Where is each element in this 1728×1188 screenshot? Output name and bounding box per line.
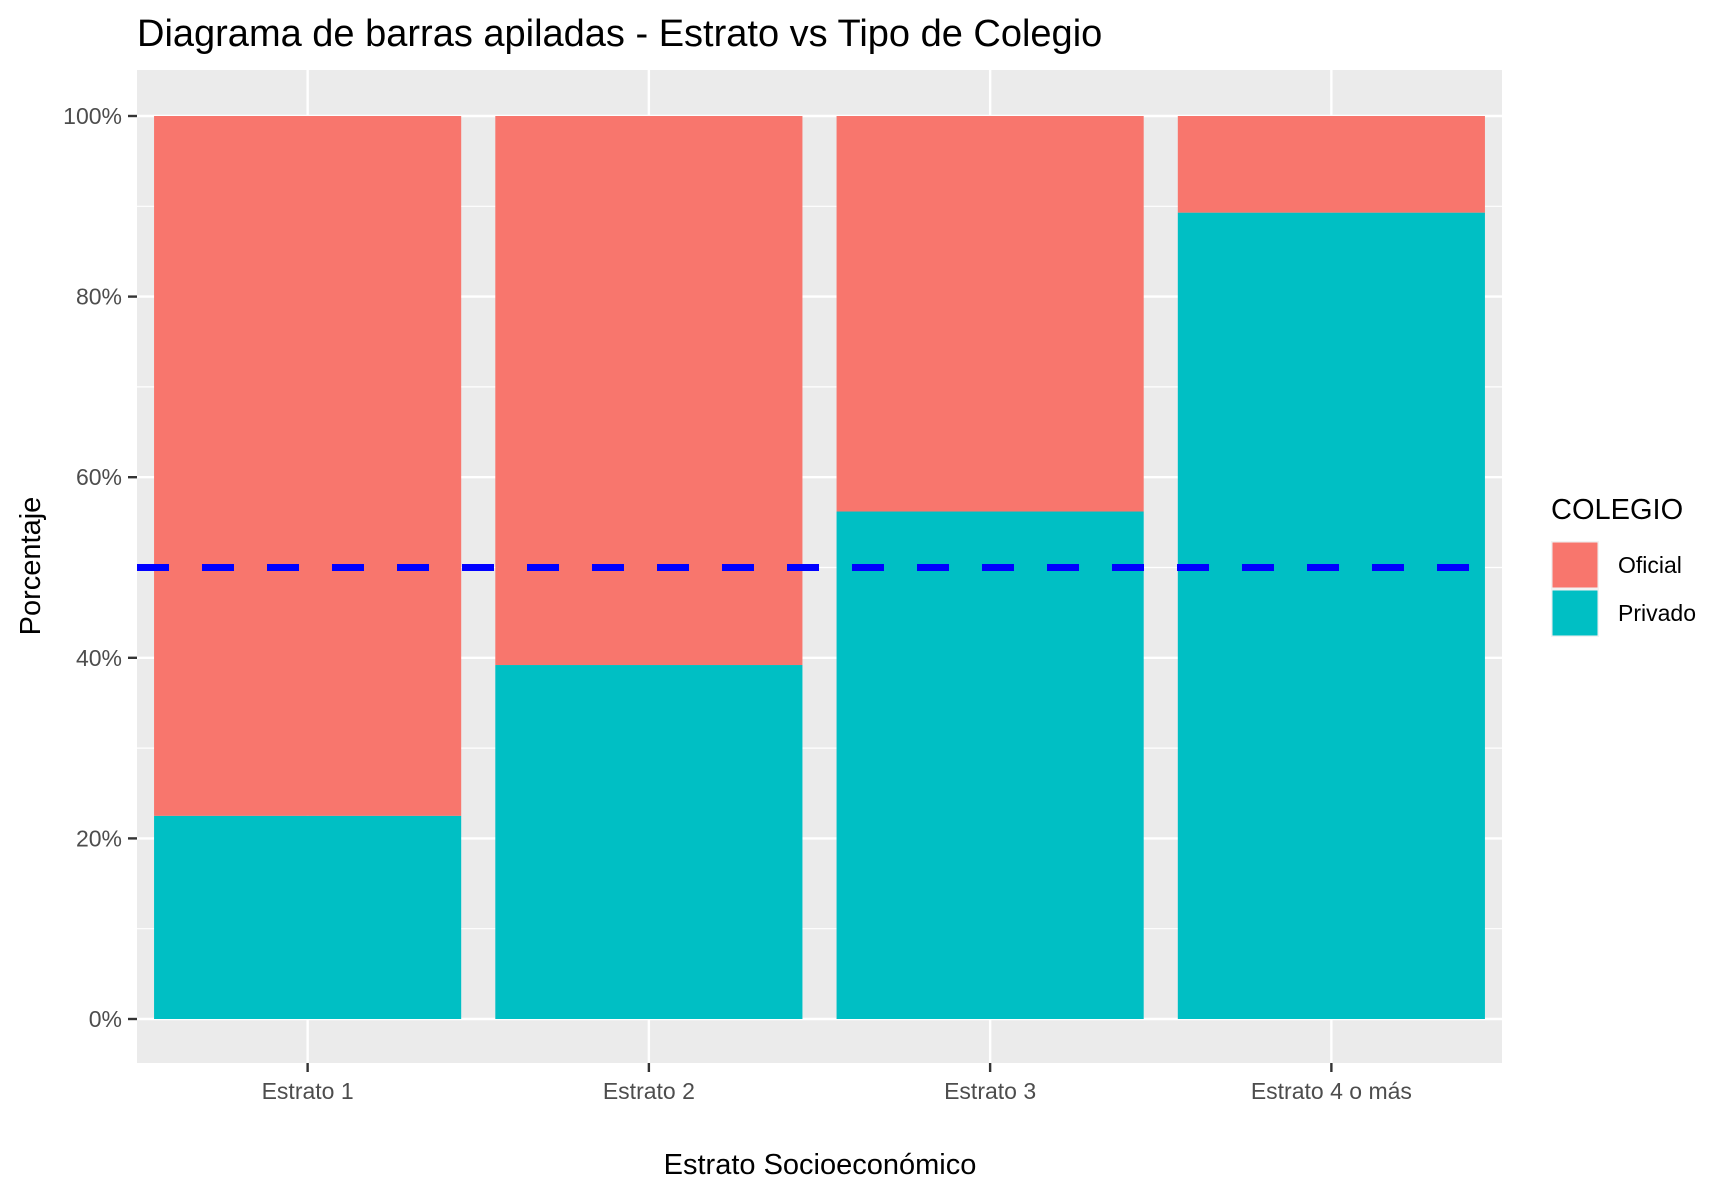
x-tick-label: Estrato 4 o más bbox=[1251, 1078, 1412, 1104]
legend-key-privado bbox=[1552, 590, 1598, 636]
chart-title: Diagrama de barras apiladas - Estrato vs… bbox=[137, 13, 1102, 55]
y-tick-label: 100% bbox=[63, 103, 122, 129]
legend-label-oficial: Oficial bbox=[1618, 552, 1682, 578]
legend: COLEGIO Oficial Privado bbox=[1551, 494, 1696, 637]
y-tick-label: 0% bbox=[89, 1006, 122, 1032]
y-axis-title: Porcentaje bbox=[15, 497, 47, 636]
x-axis-title: Estrato Socioeconómico bbox=[664, 1149, 977, 1181]
legend-title: COLEGIO bbox=[1551, 494, 1683, 526]
bars bbox=[154, 116, 1485, 1020]
bar-privado-1 bbox=[154, 815, 462, 1019]
x-tick-label: Estrato 2 bbox=[603, 1078, 695, 1104]
legend-key-oficial bbox=[1552, 542, 1598, 588]
x-tick-label: Estrato 1 bbox=[262, 1078, 354, 1104]
bar-privado-2 bbox=[495, 665, 803, 1019]
y-axis: 0% 20% 40% 60% 80% 100% bbox=[63, 103, 137, 1032]
y-tick-label: 60% bbox=[76, 464, 122, 490]
bar-oficial-2 bbox=[495, 116, 803, 666]
legend-label-privado: Privado bbox=[1618, 600, 1696, 626]
y-tick-label: 80% bbox=[76, 284, 122, 310]
x-tick-label: Estrato 3 bbox=[944, 1078, 1036, 1104]
x-axis: Estrato 1 Estrato 2 Estrato 3 Estrato 4 o m… bbox=[262, 1063, 1412, 1104]
y-tick-label: 20% bbox=[76, 825, 122, 851]
bar-privado-4 bbox=[1177, 212, 1485, 1020]
bar-privado-3 bbox=[836, 511, 1144, 1019]
bar-oficial-4 bbox=[1177, 116, 1485, 213]
y-tick-label: 40% bbox=[76, 645, 122, 671]
bar-oficial-1 bbox=[154, 116, 462, 816]
bar-oficial-3 bbox=[836, 116, 1144, 512]
